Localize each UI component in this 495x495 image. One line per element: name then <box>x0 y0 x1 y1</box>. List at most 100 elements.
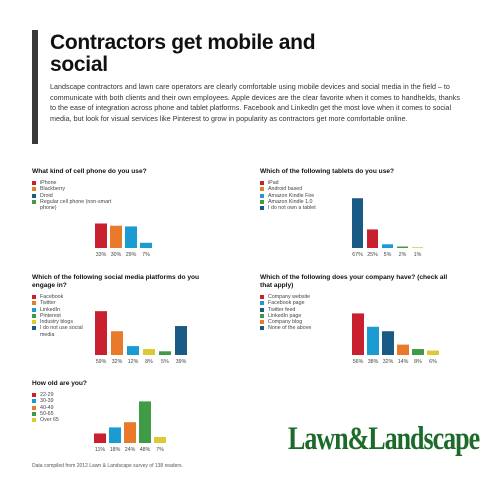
legend-label: Twitter feed <box>268 306 296 313</box>
source-footnote: Data compiled from 2012 Lawn & Landscape… <box>32 463 183 469</box>
bar-value-label: 2% <box>399 252 407 258</box>
bar <box>94 433 106 443</box>
legend-swatch <box>260 326 264 331</box>
legend-swatch <box>32 418 36 423</box>
chart-plot: 56% 38% 32% 14% 8% 6% <box>352 313 439 365</box>
bar <box>382 244 393 248</box>
bar <box>124 422 136 443</box>
chart-legend: iPad Android based Amazon Kindle Fire Amazo… <box>260 180 350 211</box>
legend-label: I do not use social media <box>40 325 83 338</box>
legend-swatch <box>32 193 36 198</box>
legend-swatch <box>260 313 264 318</box>
bar-value-label: 18% <box>110 447 121 453</box>
bar-value-label: 5% <box>161 359 169 365</box>
chart-title: Which of the following does your company… <box>260 274 448 289</box>
tablets-chart: Which of the following tablets do you us… <box>260 168 460 268</box>
legend-item: Company blog <box>260 319 350 325</box>
legend-item: Amazon Kindle 1.0 <box>260 199 350 205</box>
legend-item: Company website <box>260 294 350 300</box>
legend-item: 22-29 <box>32 392 82 398</box>
bar <box>125 226 137 248</box>
bar-value-label: 32% <box>383 359 394 365</box>
legend-label: I do not own a tablet <box>268 205 316 212</box>
bar-value-label: 12% <box>128 359 139 365</box>
bar-value-label: 25% <box>367 252 378 258</box>
cell-phone-chart: What kind of cell phone do you use? iPho… <box>32 168 207 268</box>
bar <box>143 349 155 355</box>
legend-swatch <box>260 187 264 192</box>
legend-swatch <box>260 206 264 211</box>
legend-label: None of the above <box>268 325 312 332</box>
legend-label: Droid <box>40 192 53 199</box>
bar-value-label: 59% <box>96 359 107 365</box>
legend-item: Facebook <box>32 294 90 300</box>
company-presence-chart: Which of the following does your company… <box>260 274 460 374</box>
bar <box>127 346 139 355</box>
legend-label: Over 65 <box>40 417 59 424</box>
legend-item: Android based <box>260 186 350 192</box>
bar-value-label: 29% <box>126 252 137 258</box>
legend-label: Industry blogs <box>40 319 73 326</box>
legend-swatch <box>32 313 36 318</box>
bar <box>367 326 379 355</box>
legend-swatch <box>32 187 36 192</box>
legend-item: Amazon Kindle Fire <box>260 193 350 199</box>
bar <box>397 246 408 248</box>
legend-item: None of the above <box>260 325 350 331</box>
legend-label: iPad <box>268 180 279 186</box>
bar <box>154 436 166 443</box>
legend-item: I do not use social media <box>32 325 90 338</box>
intro-paragraph: Landscape contractors and lawn care oper… <box>50 82 460 123</box>
social-media-chart: Which of the following social media plat… <box>32 274 222 374</box>
legend-swatch <box>260 301 264 306</box>
legend-swatch <box>32 307 36 312</box>
legend-item: LinkedIn <box>32 307 90 313</box>
bar <box>412 247 423 248</box>
bar-value-label: 33% <box>96 252 107 258</box>
bar-value-label: 6% <box>429 359 437 365</box>
bar-value-label: 24% <box>125 447 136 453</box>
bar-value-label: 38% <box>368 359 379 365</box>
chart-legend: Facebook Twitter LinkedIn Pinterest Industry… <box>32 294 90 338</box>
chart-title: Which of the following social media plat… <box>32 274 200 289</box>
bar <box>397 344 409 355</box>
chart-legend: 22-29 30-39 40-49 50-65 Over 65 <box>32 392 82 423</box>
legend-item: Twitter feed <box>260 307 350 313</box>
legend-label: Amazon Kindle 1.0 <box>268 198 313 205</box>
bar <box>140 242 152 248</box>
bar-value-label: 11% <box>95 447 105 453</box>
legend-swatch <box>260 193 264 198</box>
legend-item: Blackberry <box>32 186 122 192</box>
legend-item: iPad <box>260 180 350 186</box>
legend-swatch <box>260 307 264 312</box>
legend-label: 50-65 <box>40 410 54 417</box>
legend-item: 40-49 <box>32 405 82 411</box>
legend-label: Android based <box>268 186 303 193</box>
legend-label: Pinterest <box>40 312 61 319</box>
bar-value-label: 39% <box>176 359 187 365</box>
bar-value-label: 8% <box>414 359 422 365</box>
legend-swatch <box>260 199 264 204</box>
bar <box>382 331 394 355</box>
bar <box>159 351 171 355</box>
chart-plot: 59% 32% 12% 8% 5% 39% <box>95 311 187 365</box>
legend-item: I do not own a tablet <box>260 205 350 211</box>
legend-label: Regular cell phone (non-smart phone) <box>40 198 112 212</box>
legend-label: LinkedIn <box>40 306 61 313</box>
legend-label: Blackberry <box>40 186 66 193</box>
chart-legend: iPhone Blackberry Droid Regular cell phone … <box>32 180 122 211</box>
legend-label: 22-29 <box>40 392 54 398</box>
bar <box>352 313 364 355</box>
legend-label: Facebook page <box>268 300 305 307</box>
legend-item: iPhone <box>32 180 122 186</box>
age-chart: How old are you? 22-29 30-39 40-49 50-65 Ove… <box>32 380 207 460</box>
legend-item: Regular cell phone (non-smart phone) <box>32 199 122 212</box>
chart-plot: 67% 25% 5% 2% 1% <box>352 198 423 258</box>
legend-item: Industry blogs <box>32 319 90 325</box>
bar <box>139 401 151 443</box>
bar-value-label: 32% <box>112 359 123 365</box>
legend-swatch <box>32 326 36 331</box>
chart-title: What kind of cell phone do you use? <box>32 168 147 175</box>
bar <box>95 311 107 355</box>
legend-label: Facebook <box>40 294 64 300</box>
